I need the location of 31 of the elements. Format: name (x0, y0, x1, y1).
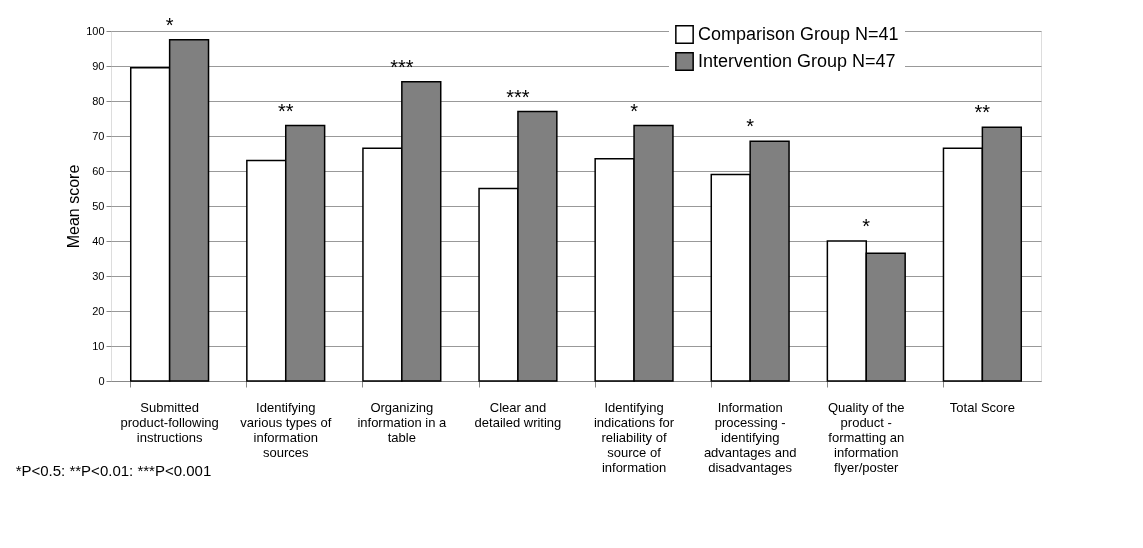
x-tick-label: Organizing information in a table (357, 399, 448, 445)
annotation: * (165, 13, 174, 36)
annotation: * (630, 99, 639, 122)
annotation: *** (506, 85, 530, 108)
y-tick-label: 80 (92, 94, 105, 107)
y-tick-label: 10 (92, 339, 105, 352)
x-tick-label: Information processing - identifying advantages and disadvantages (703, 399, 797, 475)
y-tick-label: 70 (92, 129, 105, 142)
annotation: *** (390, 55, 414, 78)
y-tick-label: 100 (86, 24, 105, 37)
annotation: * (746, 115, 755, 138)
legend-label: Comparison Group N=41 (698, 23, 899, 44)
y-tick-label: 50 (92, 199, 105, 212)
x-tick-label: Total Score (949, 399, 1015, 415)
y-axis-title: Mean score (65, 164, 83, 249)
y-tick-label: 0 (98, 374, 105, 387)
text: *P<0.5: **P<0.01: ***P<0.001 (15, 462, 212, 479)
y-tick-label: 20 (92, 304, 105, 317)
x-tick-label: Identifying various types of information sources (240, 399, 332, 460)
y-tick-label: 60 (92, 164, 105, 177)
annotation: ** (277, 99, 294, 122)
y-tick-label: 40 (92, 234, 105, 247)
x-tick-label: Identifying indications for reliability of source of information (593, 399, 675, 475)
annotation: * (862, 215, 871, 237)
x-tick-label: Clear and detailed writing (474, 399, 562, 430)
y-tick-label: 30 (92, 269, 105, 282)
annotation: ** (974, 101, 991, 124)
x-tick-label: Quality of the product - formatting an information flyer/poster (827, 399, 905, 475)
x-tick-label: Submitted product-following instructions (120, 399, 219, 445)
y-tick-label: 90 (92, 59, 105, 72)
legend-label: Intervention Group N=47 (698, 50, 896, 71)
